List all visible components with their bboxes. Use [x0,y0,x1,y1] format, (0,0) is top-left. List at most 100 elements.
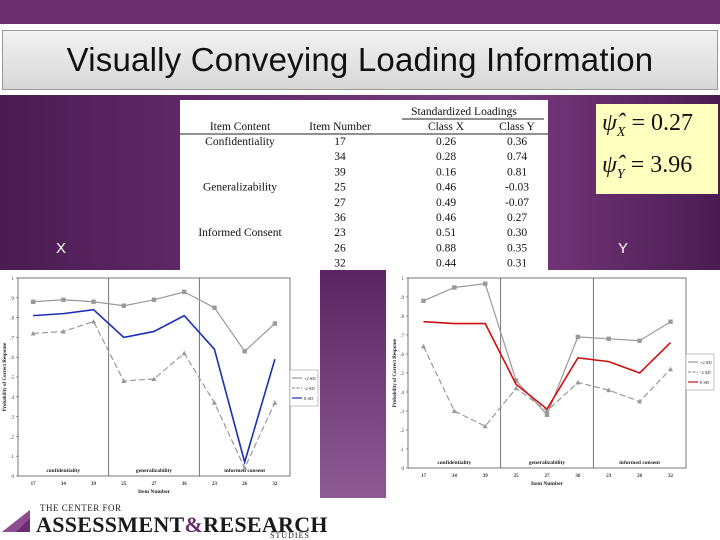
series-point [575,334,581,340]
legend-label: 0 SD [304,396,314,401]
table-cell-content: Generalizability [203,182,277,194]
table-cell-y: 0.30 [507,227,527,239]
series-point [421,298,426,303]
y-tick-label: 1 [402,277,405,282]
title-box: Visually Conveying Loading Information [2,30,718,90]
x-tick-label: 25 [121,482,127,487]
series-point [513,385,519,391]
psi-x-subscript: X [616,124,626,140]
y-tick-label: .1 [10,455,14,460]
series-point [544,408,550,413]
x-axis-label: Item Number [138,489,170,495]
footer-band [0,498,720,540]
logo-line-3: STUDIES [270,531,310,540]
top-accent-band [0,0,720,24]
chart-class-x: 0 .1 .2 .3 .4 .5 .6 .7 .8 .9 1 17 34 39 25 27 36 23 26 32 co… [0,270,320,498]
series-point [575,379,581,385]
series-point [61,297,66,302]
series-point [544,412,550,417]
x-tick-label: 23 [606,474,612,479]
series-point [91,299,96,304]
x-tick-label: 36 [575,474,581,479]
series-point [30,299,36,304]
table-cell-content: Confidentiality [205,136,275,148]
table-header-3: Class Y [499,121,535,133]
table-cell-x: 0.44 [436,258,456,270]
loadings-table: Standardized Loadings Item Content Item N… [180,100,548,270]
series-point [513,378,519,383]
y-tick-label: .1 [400,448,404,453]
x-tick-label: 26 [242,482,248,487]
table-cell-item: 17 [334,136,346,148]
y-tick-label: 0 [402,467,405,472]
table-row: 34 0.28 0.74 [334,151,527,163]
series-point [181,350,187,356]
psi-x-symbol: ψ̂ [602,110,617,136]
series-point [668,366,674,372]
table-header-2: Class X [428,121,465,133]
slide-title: Visually Conveying Loading Information [66,41,654,78]
table-row: 27 0.49 -0.07 [334,197,529,209]
logo-word-research: RESEARCH [203,512,328,537]
table-cell-x: 0.49 [436,197,456,209]
table-cell-item: 23 [334,227,346,239]
series-point [212,305,217,310]
table-cell-y: 0.74 [507,151,527,163]
table-cell-item: 32 [334,258,346,270]
series-point [272,400,278,405]
y-tick-label: .5 [10,376,14,381]
formula-box: ψ̂X = 0.27 ψ̂Y = 3.96 [596,104,718,194]
table-cell-x: 0.51 [436,227,456,239]
series-point [482,423,488,429]
series-point [121,303,126,308]
table-row: 32 0.44 0.31 [334,258,527,270]
series-point [606,336,611,341]
table-cell-x: 0.28 [436,151,456,163]
chart-class-x-svg: 0 .1 .2 .3 .4 .5 .6 .7 .8 .9 1 17 34 39 25 27 36 23 26 32 co… [3,277,319,495]
series-point [483,281,488,286]
class-y-label: Y [618,240,629,257]
logo-word-assessment: ASSESSMENT [36,512,185,537]
table-group-header: Standardized Loadings [411,106,517,118]
x-tick-label: 32 [272,482,278,487]
series-point [637,338,642,343]
x-tick-label: 25 [514,474,520,479]
table-cell-item: 25 [334,182,346,194]
x-tick-label: 17 [421,474,427,479]
series-line-2 [423,320,672,411]
table-cell-y: 0.35 [507,242,527,254]
table-header-1: Item Number [309,121,371,133]
series-point [452,285,457,290]
y-axis-label: Probability of Correct Response [3,342,8,411]
y-tick-label: .9 [400,296,404,301]
series-point [211,400,217,405]
table-cell-y: 0.81 [507,166,527,178]
series-point [91,318,97,324]
series-line-0 [423,283,671,416]
y-tick-label: .2 [10,435,14,440]
region-label: informed consent [619,460,660,466]
psi-x-value: = 0.27 [631,110,694,136]
y-tick-label: 1 [12,277,15,282]
y-tick-label: 0 [12,475,15,480]
series-point [451,408,457,413]
table-body: Confidentiality 17 0.26 0.36 34 0.28 0.74 39 0.1… [198,136,529,270]
table-header-row: Item Content Item Number Class X Class Y [210,121,536,133]
series-point [60,328,66,334]
table-cell-item: 34 [334,151,346,163]
table-cell-item: 26 [334,242,346,254]
series-point [30,330,36,336]
x-tick-label: 17 [31,482,37,487]
y-tick-label: .6 [10,356,14,361]
series-line-2 [33,308,276,466]
y-tick-label: .3 [400,410,404,415]
table-cell-y: 0.31 [507,258,527,270]
table-row: 26 0.88 0.35 [334,242,527,254]
table-cell-x: 0.26 [436,136,456,148]
y-axis-label: Probability of Correct Response [393,338,398,407]
table-cell-content: Informed Consent [198,227,282,239]
y-tick-label: .9 [10,297,14,302]
x-tick-label: 36 [182,482,188,487]
y-tick-label: .4 [10,396,14,401]
table-cell-x: 0.46 [436,182,456,194]
